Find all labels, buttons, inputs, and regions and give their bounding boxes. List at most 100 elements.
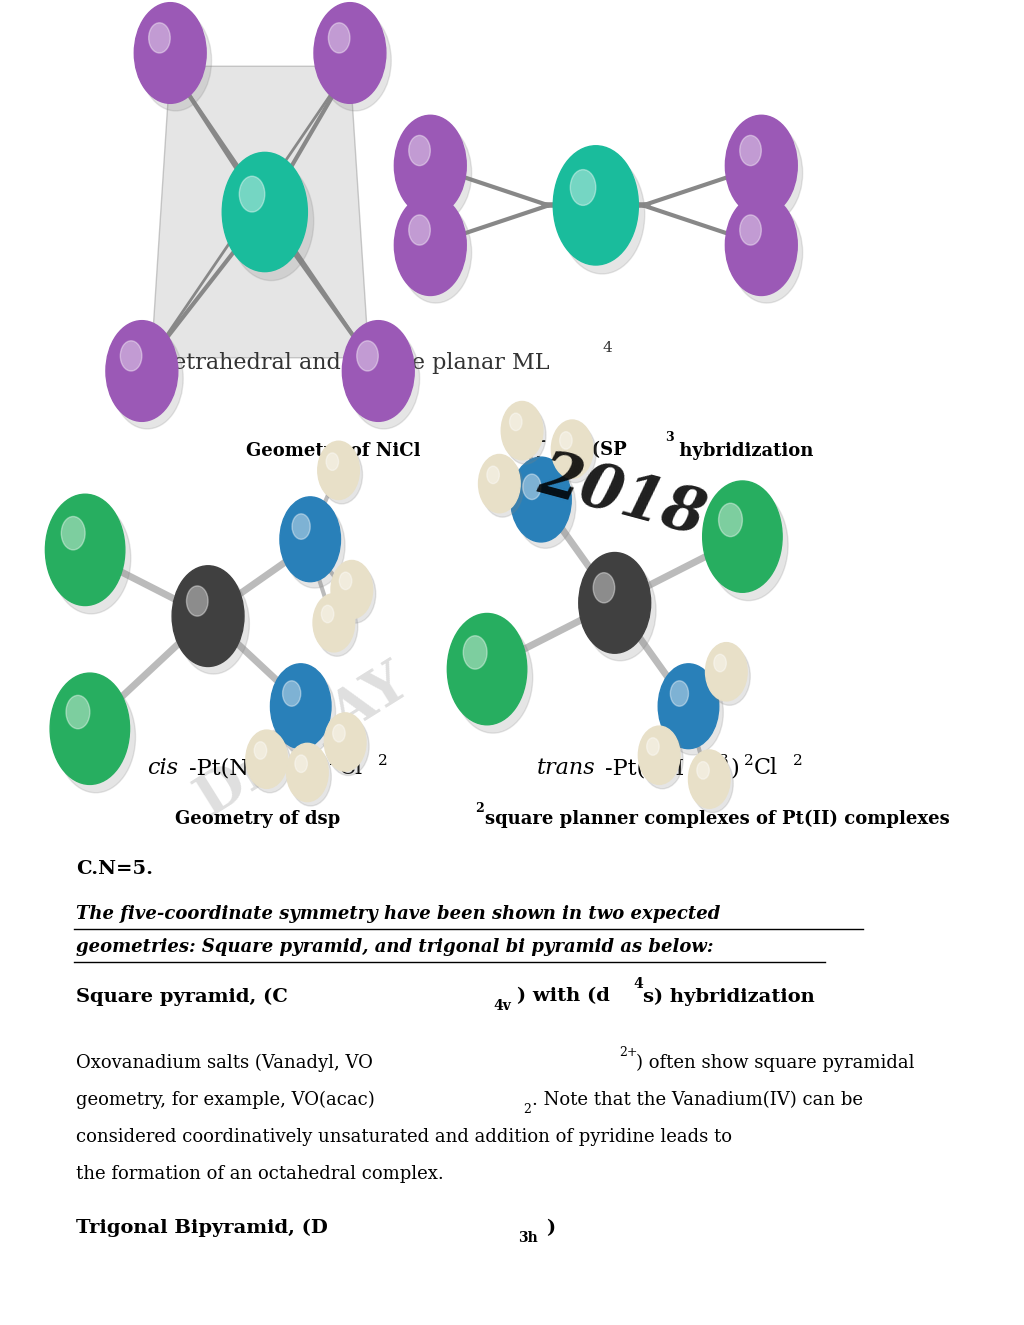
Circle shape [478, 454, 520, 513]
Text: 2: 2 [329, 754, 339, 767]
Text: -Pt(NH: -Pt(NH [189, 758, 268, 779]
Circle shape [551, 420, 593, 478]
Circle shape [280, 497, 340, 582]
Circle shape [292, 514, 310, 539]
Text: 4: 4 [634, 978, 643, 991]
Circle shape [560, 155, 645, 274]
Text: 2: 2 [744, 754, 754, 767]
Circle shape [331, 560, 373, 619]
Circle shape [295, 755, 307, 772]
Text: 2+: 2+ [620, 1045, 638, 1059]
Text: -Pt(NH: -Pt(NH [605, 758, 684, 779]
Circle shape [316, 598, 357, 656]
Circle shape [334, 564, 376, 623]
Text: The five-coordinate symmetry have been shown in two expected: The five-coordinate symmetry have been s… [76, 905, 720, 924]
Text: Trigonal Bipyramid, (D: Trigonal Bipyramid, (D [76, 1219, 328, 1238]
Circle shape [515, 464, 575, 549]
Text: s) hybridization: s) hybridization [643, 987, 815, 1006]
Text: C.N=5.: C.N=5. [76, 860, 153, 878]
Text: Geometry of dsp: Geometry of dsp [175, 810, 340, 828]
Circle shape [553, 146, 638, 265]
Text: the formation of an octahedral complex.: the formation of an octahedral complex. [76, 1165, 443, 1183]
Circle shape [399, 203, 472, 303]
Circle shape [593, 572, 614, 603]
Circle shape [725, 115, 798, 216]
Circle shape [186, 586, 208, 616]
Circle shape [339, 572, 352, 590]
Text: cis: cis [146, 758, 177, 779]
Circle shape [275, 670, 336, 755]
Circle shape [270, 664, 331, 749]
Circle shape [463, 636, 487, 669]
Circle shape [454, 621, 532, 733]
Text: 3h: 3h [518, 1231, 538, 1244]
Text: Cl: Cl [754, 758, 778, 779]
Circle shape [222, 152, 307, 272]
Circle shape [328, 717, 369, 775]
Circle shape [658, 664, 719, 749]
Text: Square pyramid, (C: Square pyramid, (C [76, 987, 288, 1006]
Circle shape [584, 560, 656, 661]
Circle shape [321, 445, 362, 504]
Circle shape [709, 489, 788, 600]
Circle shape [510, 413, 522, 431]
Circle shape [560, 432, 572, 449]
Circle shape [696, 762, 710, 779]
Circle shape [394, 115, 466, 216]
Text: 2: 2 [793, 754, 802, 767]
Circle shape [61, 517, 85, 550]
Text: Cl: Cl [339, 758, 362, 779]
Text: Geometry of NiCl: Geometry of NiCl [246, 441, 421, 460]
Circle shape [319, 11, 391, 111]
Text: square planner complexes of Pt(II) complexes: square planner complexes of Pt(II) compl… [485, 810, 950, 828]
Circle shape [671, 681, 688, 706]
Circle shape [254, 742, 266, 759]
Circle shape [45, 494, 125, 606]
Text: ): ) [314, 758, 323, 779]
Text: considered coordinatively unsaturated and addition of pyridine leads to: considered coordinatively unsaturated an… [76, 1128, 732, 1146]
Text: Tetrahedral and square planar ML: Tetrahedral and square planar ML [160, 352, 550, 374]
Circle shape [501, 401, 543, 460]
Circle shape [356, 341, 378, 371]
Circle shape [731, 203, 803, 303]
Text: ion (SP: ion (SP [547, 441, 627, 460]
Circle shape [409, 135, 430, 166]
Circle shape [709, 647, 751, 705]
Circle shape [409, 215, 430, 245]
Circle shape [641, 730, 683, 788]
Circle shape [313, 594, 354, 652]
Text: . Note that the Vanadium(IV) can be: . Note that the Vanadium(IV) can be [532, 1090, 863, 1109]
Circle shape [134, 3, 206, 103]
Text: 3: 3 [719, 754, 728, 767]
Circle shape [283, 681, 301, 706]
Circle shape [714, 655, 726, 672]
Circle shape [120, 341, 142, 371]
Circle shape [688, 750, 730, 808]
Circle shape [333, 725, 345, 742]
Circle shape [739, 135, 761, 166]
Circle shape [725, 195, 798, 295]
Circle shape [647, 738, 659, 755]
Circle shape [112, 329, 183, 429]
Circle shape [249, 734, 291, 792]
Circle shape [481, 458, 523, 517]
Circle shape [66, 696, 90, 729]
Text: 4: 4 [532, 456, 542, 469]
Circle shape [702, 481, 782, 592]
Text: 2-: 2- [532, 435, 547, 448]
Circle shape [706, 643, 748, 701]
Circle shape [739, 215, 761, 245]
Circle shape [447, 613, 526, 725]
Text: ) with (d: ) with (d [517, 987, 610, 1006]
Circle shape [486, 466, 500, 484]
Circle shape [325, 713, 366, 771]
Text: Oxovanadium salts (Vanadyl, VO: Oxovanadium salts (Vanadyl, VO [76, 1053, 373, 1072]
Polygon shape [152, 66, 369, 358]
Circle shape [399, 123, 472, 224]
Text: 2: 2 [523, 1102, 530, 1116]
Circle shape [554, 424, 596, 482]
Text: 4v: 4v [494, 999, 512, 1012]
Circle shape [50, 673, 130, 784]
Circle shape [329, 23, 350, 53]
Circle shape [56, 681, 135, 792]
